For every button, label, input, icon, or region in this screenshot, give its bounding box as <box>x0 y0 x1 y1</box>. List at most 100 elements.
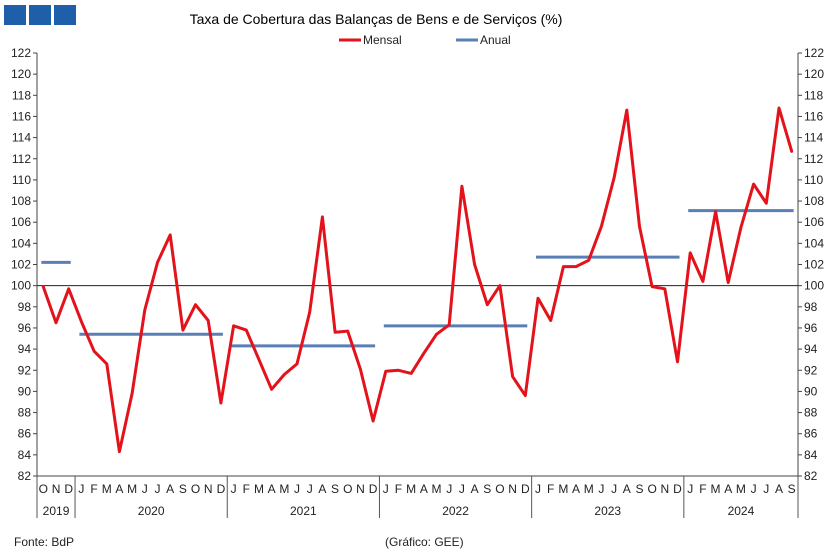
x-tick-label-month: S <box>331 482 339 496</box>
x-tick-label-month: F <box>699 482 706 496</box>
y-tick-label-right: 88 <box>804 406 818 420</box>
x-tick-label-month: M <box>127 482 137 496</box>
credit-note: (Gráfico: GEE) <box>385 535 464 549</box>
y-tick-label-left: 104 <box>11 236 31 250</box>
x-tick-label-month: A <box>268 482 276 496</box>
x-tick-label-month: A <box>115 482 123 496</box>
x-tick-label-month: O <box>495 482 504 496</box>
y-tick-label-right: 110 <box>804 173 823 187</box>
x-tick-label-month: F <box>90 482 97 496</box>
y-tick-label-left: 94 <box>18 342 32 356</box>
x-year-label: 2024 <box>728 504 755 518</box>
logo-squares <box>4 5 76 25</box>
x-tick-label-month: F <box>243 482 250 496</box>
x-tick-label-month: A <box>724 482 732 496</box>
y-tick-label-right: 108 <box>804 194 824 208</box>
x-tick-label-month: N <box>52 482 61 496</box>
x-tick-label-month: S <box>179 482 187 496</box>
y-tick-label-right: 122 <box>804 46 824 60</box>
x-tick-label-month: A <box>318 482 326 496</box>
y-tick-label-right: 86 <box>804 427 818 441</box>
y-tick-label-right: 102 <box>804 258 824 272</box>
y-tick-label-right: 112 <box>804 152 823 166</box>
x-tick-label-month: J <box>154 482 160 496</box>
y-tick-label-left: 92 <box>18 363 32 377</box>
x-tick-label-month: M <box>584 482 594 496</box>
x-tick-label-month: J <box>383 482 389 496</box>
y-tick-label-left: 110 <box>12 173 31 187</box>
x-tick-label-month: J <box>231 482 237 496</box>
x-tick-label-month: S <box>635 482 643 496</box>
x-tick-label-month: O <box>343 482 352 496</box>
logo-square <box>29 5 51 25</box>
x-tick-label-month: F <box>547 482 554 496</box>
y-tick-label-left: 90 <box>18 384 32 398</box>
y-tick-label-right: 120 <box>804 67 824 81</box>
x-tick-label-month: M <box>736 482 746 496</box>
y-tick-label-right: 104 <box>804 236 824 250</box>
x-tick-label-month: O <box>647 482 656 496</box>
x-tick-label-month: A <box>420 482 428 496</box>
x-tick-label-month: J <box>598 482 604 496</box>
y-tick-label-right: 98 <box>804 300 818 314</box>
x-tick-label-month: O <box>191 482 200 496</box>
y-tick-label-right: 96 <box>804 321 818 335</box>
x-tick-label-month: N <box>204 482 213 496</box>
x-year-label: 2020 <box>138 504 165 518</box>
x-tick-label-month: S <box>483 482 491 496</box>
x-year-label: 2023 <box>594 504 621 518</box>
chart-title: Taxa de Cobertura das Balanças de Bens e… <box>190 11 563 27</box>
x-tick-label-month: M <box>711 482 721 496</box>
x-tick-label-month: A <box>623 482 631 496</box>
y-tick-label-left: 120 <box>11 67 31 81</box>
y-tick-label-right: 116 <box>804 109 823 123</box>
y-tick-label-left: 84 <box>18 448 32 462</box>
x-tick-label-month: J <box>611 482 617 496</box>
x-tick-label-month: A <box>572 482 580 496</box>
x-tick-label-month: A <box>775 482 783 496</box>
x-tick-label-month: D <box>64 482 73 496</box>
x-tick-label-month: M <box>279 482 289 496</box>
y-tick-label-left: 122 <box>11 46 31 60</box>
x-tick-label-month: J <box>535 482 541 496</box>
legend-label-anual: Anual <box>480 33 511 47</box>
y-tick-label-left: 98 <box>18 300 32 314</box>
x-tick-label-month: D <box>369 482 378 496</box>
x-tick-label-month: J <box>763 482 769 496</box>
y-tick-label-right: 92 <box>804 363 818 377</box>
x-tick-label-month: J <box>307 482 313 496</box>
logo-square <box>54 5 76 25</box>
y-tick-label-right: 94 <box>804 342 818 356</box>
x-year-label: 2022 <box>442 504 469 518</box>
y-tick-label-right: 100 <box>804 279 824 293</box>
x-tick-label-month: D <box>673 482 682 496</box>
x-tick-label-month: M <box>102 482 112 496</box>
x-tick-label-month: J <box>446 482 452 496</box>
y-tick-label-right: 82 <box>804 469 818 483</box>
y-tick-label-left: 82 <box>18 469 32 483</box>
source-note: Fonte: BdP <box>14 535 75 549</box>
series-mensal-line <box>41 106 794 454</box>
y-tick-label-left: 88 <box>18 406 32 420</box>
y-tick-label-left: 108 <box>11 194 31 208</box>
x-tick-label-month: D <box>521 482 530 496</box>
y-tick-label-right: 118 <box>804 88 823 102</box>
x-tick-label-month: N <box>508 482 517 496</box>
x-year-label: 2019 <box>43 504 70 518</box>
legend-label-mensal: Mensal <box>363 33 402 47</box>
x-tick-label-month: M <box>254 482 264 496</box>
y-tick-label-left: 114 <box>12 131 31 145</box>
x-tick-label-month: J <box>459 482 465 496</box>
x-tick-label-month: O <box>39 482 48 496</box>
x-tick-label-month: J <box>687 482 693 496</box>
x-tick-label-month: M <box>406 482 416 496</box>
x-tick-label-month: J <box>142 482 148 496</box>
y-tick-label-left: 112 <box>12 152 31 166</box>
x-tick-label-month: A <box>471 482 479 496</box>
logo-square <box>4 5 26 25</box>
x-tick-label-month: F <box>395 482 402 496</box>
x-tick-label-month: M <box>558 482 568 496</box>
x-tick-label-month: J <box>78 482 84 496</box>
y-tick-label-left: 86 <box>18 427 32 441</box>
